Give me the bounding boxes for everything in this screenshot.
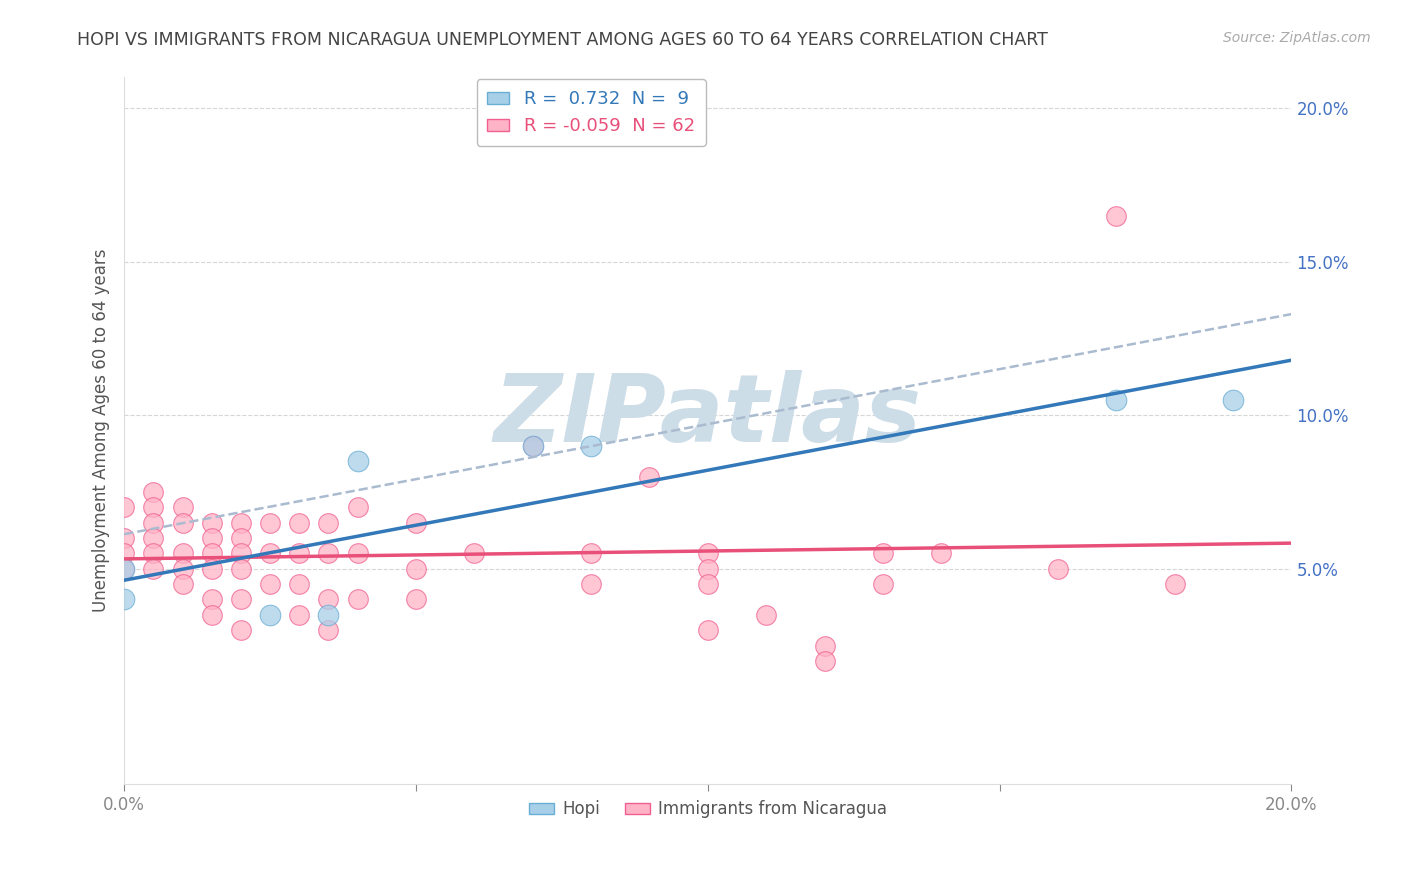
Point — [872, 577, 894, 591]
Point — [112, 500, 135, 515]
Point — [172, 516, 194, 530]
Point — [201, 592, 224, 607]
Point — [288, 607, 311, 622]
Point — [1164, 577, 1187, 591]
Point — [813, 654, 835, 668]
Point — [229, 516, 252, 530]
Point — [259, 546, 281, 560]
Point — [288, 577, 311, 591]
Point — [522, 439, 544, 453]
Point — [229, 546, 252, 560]
Point — [229, 592, 252, 607]
Point — [172, 546, 194, 560]
Point — [813, 639, 835, 653]
Point — [579, 546, 602, 560]
Point — [201, 531, 224, 545]
Point — [259, 577, 281, 591]
Point — [346, 592, 368, 607]
Point — [696, 546, 718, 560]
Point — [346, 454, 368, 468]
Point — [229, 623, 252, 637]
Point — [229, 562, 252, 576]
Point — [201, 546, 224, 560]
Point — [318, 607, 340, 622]
Point — [201, 516, 224, 530]
Point — [1046, 562, 1069, 576]
Point — [929, 546, 952, 560]
Point — [346, 500, 368, 515]
Point — [405, 592, 427, 607]
Point — [1222, 392, 1244, 407]
Legend: Hopi, Immigrants from Nicaragua: Hopi, Immigrants from Nicaragua — [522, 794, 894, 825]
Point — [318, 516, 340, 530]
Point — [463, 546, 485, 560]
Point — [755, 607, 778, 622]
Point — [112, 562, 135, 576]
Point — [259, 516, 281, 530]
Text: HOPI VS IMMIGRANTS FROM NICARAGUA UNEMPLOYMENT AMONG AGES 60 TO 64 YEARS CORRELA: HOPI VS IMMIGRANTS FROM NICARAGUA UNEMPL… — [77, 31, 1049, 49]
Point — [288, 546, 311, 560]
Point — [638, 469, 661, 483]
Point — [872, 546, 894, 560]
Point — [579, 577, 602, 591]
Point — [318, 623, 340, 637]
Point — [318, 592, 340, 607]
Point — [142, 531, 165, 545]
Point — [112, 562, 135, 576]
Text: Source: ZipAtlas.com: Source: ZipAtlas.com — [1223, 31, 1371, 45]
Point — [1105, 392, 1128, 407]
Point — [112, 546, 135, 560]
Point — [172, 577, 194, 591]
Point — [696, 562, 718, 576]
Point — [696, 623, 718, 637]
Point — [142, 500, 165, 515]
Point — [142, 485, 165, 500]
Point — [259, 607, 281, 622]
Point — [405, 562, 427, 576]
Point — [201, 607, 224, 622]
Point — [142, 562, 165, 576]
Point — [172, 562, 194, 576]
Text: ZIPatlas: ZIPatlas — [494, 370, 922, 462]
Point — [142, 516, 165, 530]
Point — [288, 516, 311, 530]
Point — [579, 439, 602, 453]
Point — [201, 562, 224, 576]
Point — [405, 516, 427, 530]
Point — [1105, 209, 1128, 223]
Point — [112, 592, 135, 607]
Point — [142, 546, 165, 560]
Point — [229, 531, 252, 545]
Point — [318, 546, 340, 560]
Point — [522, 439, 544, 453]
Point — [112, 531, 135, 545]
Y-axis label: Unemployment Among Ages 60 to 64 years: Unemployment Among Ages 60 to 64 years — [93, 249, 110, 612]
Point — [346, 546, 368, 560]
Point — [696, 577, 718, 591]
Point — [172, 500, 194, 515]
